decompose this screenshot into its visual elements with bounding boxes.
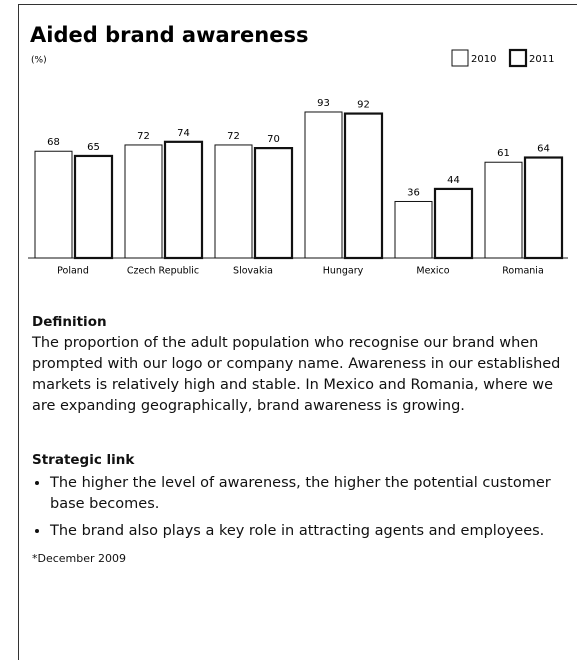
frame: [18, 4, 577, 660]
strategic-link-heading: Strategic link: [32, 452, 135, 468]
bullet: The brand also plays a key role in attra…: [50, 521, 562, 542]
definition-text: The proportion of the adult population w…: [32, 335, 561, 414]
x-tick-label: Romania: [502, 266, 544, 277]
bar: [484, 161, 523, 259]
strategic-link: Strategic link The higher the level of a…: [32, 450, 562, 569]
chart-title: Aided brand awareness: [30, 23, 308, 47]
data-label: 70: [267, 134, 280, 145]
legend-label: 2011: [529, 54, 554, 65]
bullet-list: The higher the level of awareness, the h…: [32, 473, 562, 542]
bar: [433, 187, 474, 260]
bar: [343, 112, 384, 260]
bar: [394, 200, 433, 259]
data-label: 36: [407, 187, 420, 198]
data-label: 72: [137, 131, 150, 142]
legend-swatch: [451, 49, 469, 67]
data-label: 92: [357, 100, 370, 111]
x-tick-label: Slovakia: [233, 266, 273, 277]
data-label: 44: [447, 175, 460, 186]
data-label: 65: [87, 142, 100, 153]
data-label: 93: [317, 98, 330, 109]
data-label: 74: [177, 128, 190, 139]
bar: [163, 140, 204, 260]
chart: Aided brand awareness (%) 2010 2011 Poland…: [28, 23, 568, 277]
data-label: 72: [227, 131, 240, 142]
x-tick-label: Mexico: [416, 266, 449, 277]
data-label: 68: [47, 137, 60, 148]
bar: [253, 147, 294, 260]
x-tick-label: Hungary: [323, 266, 364, 277]
data-label: 64: [537, 144, 550, 155]
bar: [304, 111, 343, 259]
definition: Definition The proportion of the adult p…: [32, 312, 562, 417]
legend-swatch: [508, 48, 528, 68]
x-tick-label: Czech Republic: [127, 266, 199, 277]
definition-heading: Definition: [32, 314, 107, 330]
data-label: 61: [497, 148, 510, 159]
footnote: *December 2009: [32, 552, 127, 565]
bar: [124, 144, 163, 259]
bar: [73, 154, 114, 260]
chart-subtitle: (%): [31, 56, 47, 66]
legend-label: 2010: [471, 54, 496, 65]
bar: [214, 144, 253, 259]
bar: [523, 156, 564, 260]
x-tick-label: Poland: [57, 266, 89, 277]
bar: [34, 150, 73, 259]
bullet: The higher the level of awareness, the h…: [50, 473, 562, 515]
